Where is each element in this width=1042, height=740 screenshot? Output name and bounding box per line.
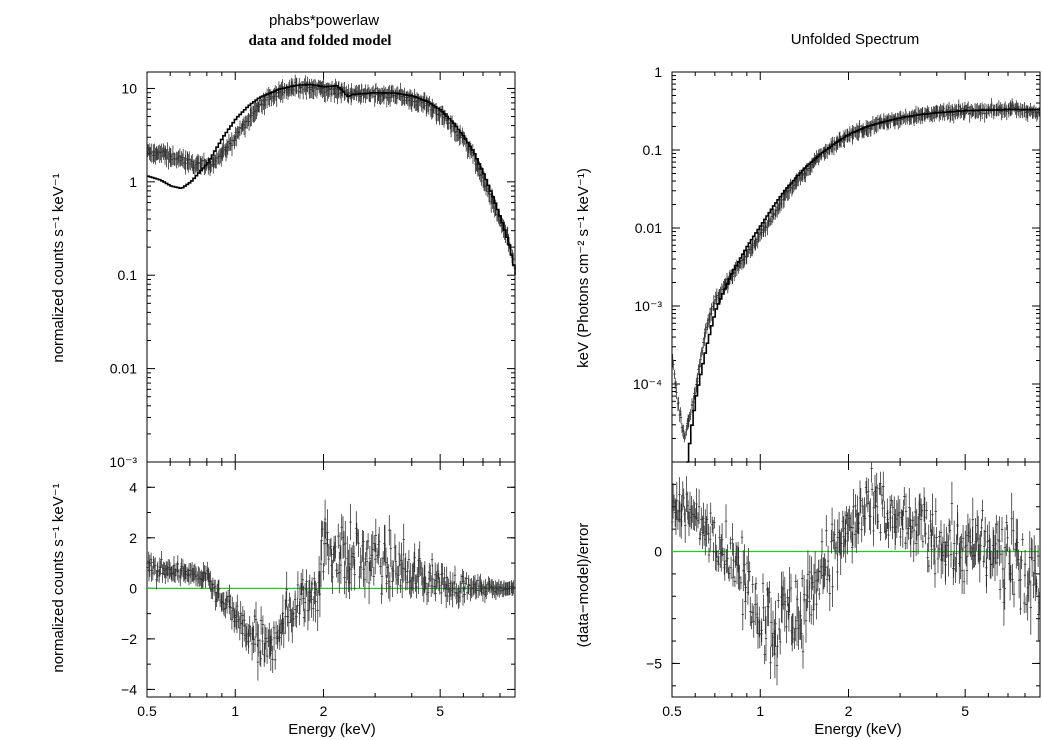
y-tick-label: −2 [121,631,137,647]
x-tick-label: 1 [756,703,764,719]
model-curve [147,83,516,276]
right-unfolded-panel: 10⁻⁴ 10⁻³ 0.01 0.1 1 [633,64,1041,463]
x-tick-label: 0.5 [137,703,157,719]
data-points [671,98,1041,443]
y-tick-label: 0 [129,580,137,596]
y-tick-label: 10⁻³ [634,298,662,314]
plot-frame [146,461,516,698]
y-tick-label: 10⁻⁴ [633,376,662,392]
right-top-ylabel: keV (Photons cm⁻² s⁻¹ keV⁻¹) [575,168,592,368]
right-bottom-ylabel: (data−model)/error [575,523,592,648]
x-tick-label: 5 [436,703,444,719]
y-tick-label: 0 [654,544,662,560]
right-xlabel: Energy (keV) [814,721,902,738]
y-tick-label: 0.1 [118,267,138,283]
x-tick-label: 1 [231,703,239,719]
y-tick-label: 0.01 [110,361,137,377]
x-tick-label: 0.5 [662,703,682,719]
y-tick-label: 1 [129,174,137,190]
left-top-ylabel: normalized counts s⁻¹ keV⁻¹ [50,173,67,362]
y-tick-label: 2 [129,530,137,546]
data-points [146,74,517,277]
residual-points [146,499,516,681]
y-tick-label: 4 [129,479,137,495]
left-residual-panel: 0.5 1 2 5 −4 −2 0 2 4 [121,461,516,719]
y-tick-label: −4 [121,681,137,697]
y-tick-label: 10⁻³ [109,454,137,470]
left-xlabel: Energy (keV) [288,721,376,738]
y-tick-label: 0.01 [635,220,662,236]
y-tick-label: 0.1 [643,142,663,158]
left-title: phabs*powerlaw [269,12,379,29]
y-tick-label: 1 [654,64,662,80]
x-tick-label: 2 [845,703,853,719]
y-tick-label: 10 [121,80,137,96]
x-tick-label: 5 [961,703,969,719]
residual-points [671,462,1041,686]
left-bottom-ylabel: normalized counts s⁻¹ keV⁻¹ [50,483,67,672]
x-tick-label: 2 [320,703,328,719]
left-spectrum-panel: 10⁻³ 0.01 0.1 1 10 [109,71,517,470]
right-residual-panel: 0.5 1 2 5 −5 0 [646,461,1041,719]
model-curve [686,108,1040,463]
left-subtitle: data and folded model [249,33,392,49]
right-title: Unfolded Spectrum [791,31,919,48]
plot-frame [671,461,1041,698]
y-tick-label: −5 [646,655,662,671]
